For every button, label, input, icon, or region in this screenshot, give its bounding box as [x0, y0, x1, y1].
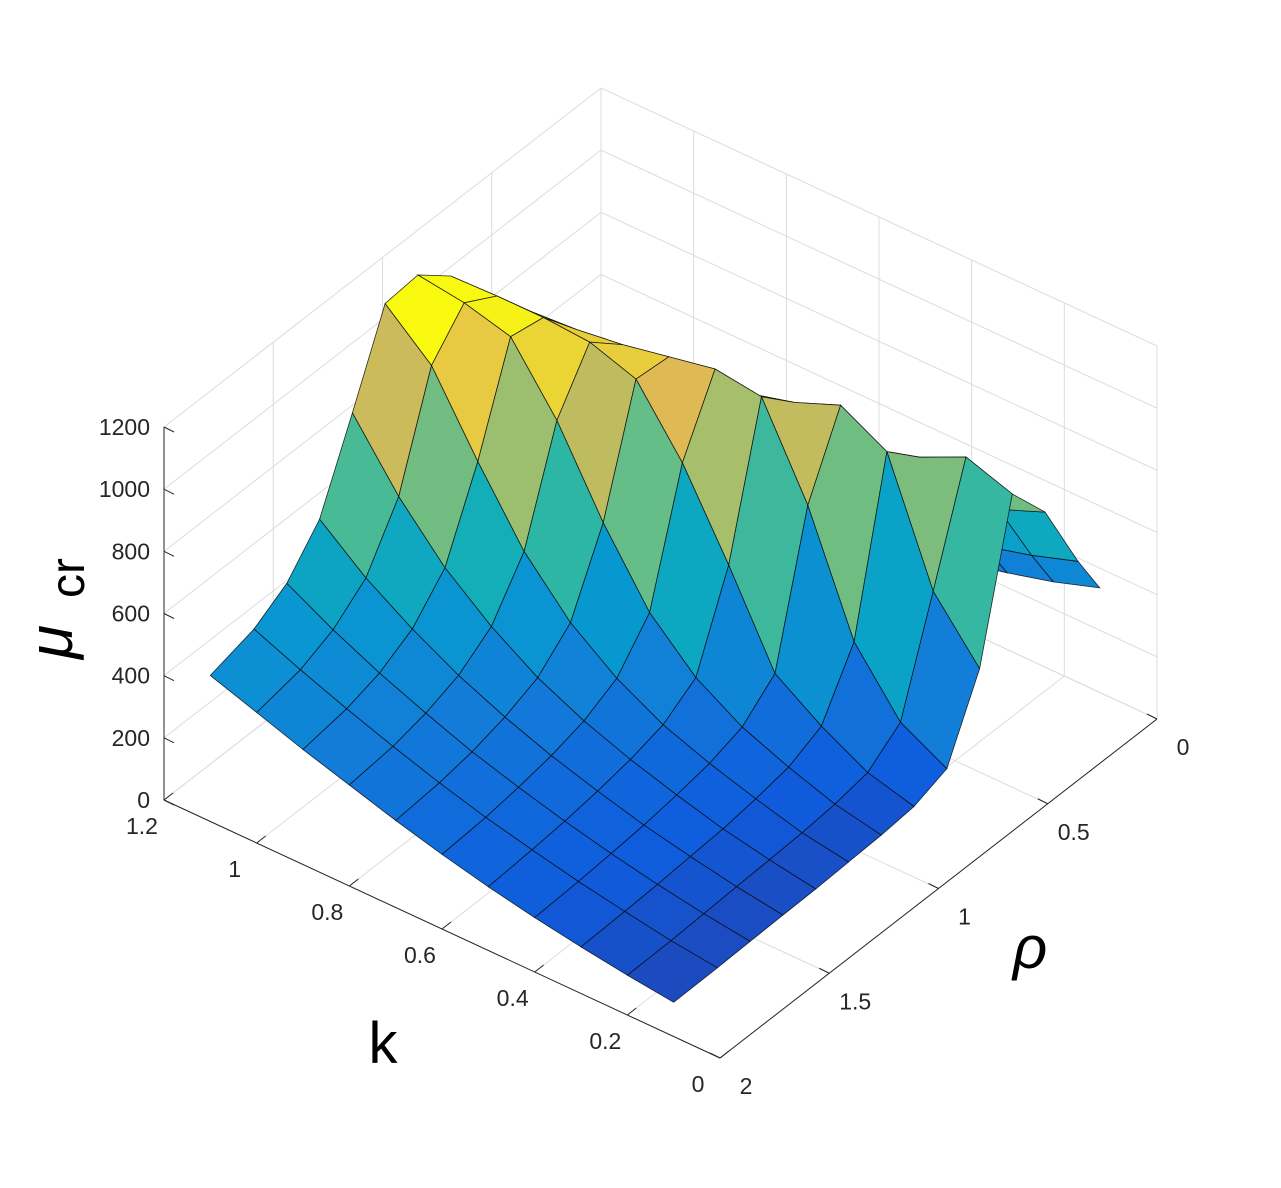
y-axis-label: ρ — [1011, 914, 1047, 981]
mu-tick-mark — [163, 426, 175, 433]
rho-tick-mark — [928, 883, 939, 889]
rho-tick-label: 2 — [740, 1073, 753, 1099]
x-axis-label: k — [369, 1011, 399, 1076]
z-axis-label-subscript: cr — [42, 558, 95, 598]
rho-tick-mark — [709, 1052, 721, 1059]
mu-tick-mark — [163, 613, 175, 619]
k-tick-label: 0.4 — [497, 985, 529, 1011]
gridline-mu-leftwall — [163, 87, 602, 428]
mu-tick-label: 200 — [112, 725, 150, 751]
mu-tick-label: 600 — [112, 601, 150, 627]
mu-tick-mark — [163, 550, 175, 557]
k-tick-mark — [627, 1007, 637, 1016]
mu-tick-mark — [163, 737, 175, 744]
rho-tick-mark — [1146, 713, 1158, 720]
k-tick-label: 0.8 — [311, 899, 343, 925]
mu-tick-label: 1000 — [99, 476, 150, 502]
gridline-mu-rightwall — [600, 149, 1158, 409]
k-tick-mark — [163, 792, 174, 801]
mu-tick-mark — [163, 799, 175, 806]
mu-tick-mark — [163, 675, 175, 682]
k-tick-label: 0.6 — [404, 942, 436, 968]
k-tick-mark — [349, 878, 359, 887]
tick-labels: 00.20.40.60.811.200.511.5202004006008001… — [99, 414, 1190, 1099]
z-axis-label-symbol: μ — [17, 625, 86, 661]
rho-tick-label: 1 — [958, 904, 971, 930]
surface-mesh — [209, 274, 1101, 1003]
k-tick-mark — [441, 921, 452, 930]
rho-tick-label: 1.5 — [839, 988, 871, 1014]
rho-tick-mark — [1037, 798, 1048, 805]
mu-tick-label: 800 — [112, 538, 150, 564]
mu-tick-mark — [163, 488, 175, 495]
mu-tick-label: 400 — [112, 663, 150, 689]
k-tick-mark — [256, 835, 266, 844]
surface-patch — [626, 940, 719, 1003]
mu-tick-label: 1200 — [99, 414, 150, 440]
gridline-mu-rightwall — [600, 87, 1158, 347]
k-tick-label: 1.2 — [126, 813, 158, 839]
k-tick-mark — [719, 1050, 730, 1059]
k-tick-mark — [534, 964, 544, 973]
k-tick-label: 1 — [228, 856, 241, 882]
z-axis-label: μ cr — [17, 558, 95, 661]
gridline-mu-rightwall — [600, 274, 1158, 533]
rho-tick-mark — [819, 967, 830, 974]
rho-tick-label: 0 — [1177, 734, 1190, 760]
k-tick-label: 0 — [692, 1071, 705, 1097]
mu-tick-label: 0 — [137, 787, 150, 813]
k-tick-label: 0.2 — [589, 1028, 621, 1054]
gridline-mu-rightwall — [600, 211, 1158, 471]
rho-tick-label: 0.5 — [1058, 819, 1090, 845]
